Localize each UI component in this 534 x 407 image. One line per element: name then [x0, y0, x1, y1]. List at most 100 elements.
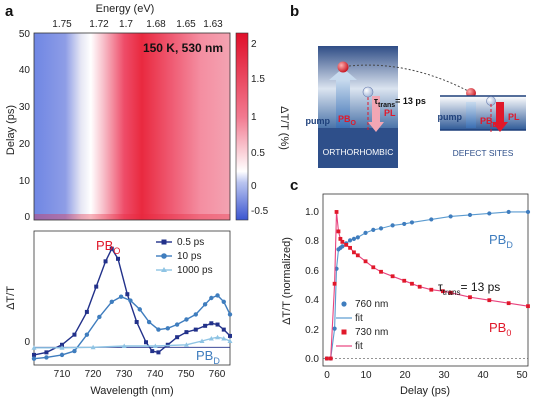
pl-arrow-left-head	[368, 122, 384, 132]
kinetics-point	[371, 227, 376, 232]
kinetics-ytick: 0.0	[305, 354, 319, 365]
pl-arrow-left	[372, 96, 380, 122]
kinetics-point	[324, 356, 329, 361]
kinetics-point	[417, 284, 422, 289]
wavelength-tick: 720	[85, 369, 102, 380]
pump-arrow-left-head	[329, 68, 357, 80]
energy-tick: 1.7	[119, 19, 133, 30]
spectrum-point	[208, 335, 214, 341]
spectrum-point	[209, 321, 214, 326]
kinetics-ytick: 1.0	[305, 207, 319, 218]
legend-marker-730nm	[341, 329, 347, 335]
kinetics-plot	[323, 209, 531, 361]
spectrum-point	[109, 299, 114, 304]
kinetics-point	[332, 326, 337, 331]
excited-carrier-icon	[337, 61, 349, 73]
spectrum-point	[184, 330, 189, 335]
kinetics-point	[468, 295, 472, 300]
kinetics-point	[363, 259, 368, 264]
kinetics-point	[336, 229, 341, 234]
kinetics-legend: 760 nm fit 730 nm fit	[336, 299, 388, 352]
kinetics-xtick: 30	[438, 370, 450, 381]
kinetics-ytick: 0.6	[305, 266, 319, 277]
kinetics-point	[467, 212, 473, 218]
spectrum-point	[174, 322, 180, 327]
spectrum-point	[118, 294, 124, 299]
spectrum-point	[165, 326, 170, 331]
kinetics-ylabel: ΔT/T (normalized)	[281, 237, 293, 325]
orthorhombic-label: ORTHORHOMBIC	[323, 147, 394, 157]
spectrum-point	[84, 309, 89, 314]
spectrum-point	[215, 322, 220, 327]
transfer-path	[348, 64, 473, 94]
heatmap-frame	[33, 32, 231, 221]
kinetics-point	[352, 250, 356, 255]
kinetics-point	[526, 304, 530, 309]
kinetics-point	[390, 223, 395, 228]
pl-label-left: PL	[384, 108, 396, 118]
legend-text-0.5ps: 0.5 ps	[177, 237, 204, 248]
colorbar-tick: 2	[251, 39, 257, 50]
spectrum-point	[94, 284, 99, 289]
kinetics-xlabel: Delay (ps)	[400, 385, 450, 397]
kinetics-point	[525, 209, 531, 215]
spectrum-point	[175, 335, 180, 340]
colorbar-tick: 0	[251, 181, 257, 192]
kinetics-point	[340, 239, 345, 244]
spectrum-point	[209, 295, 214, 301]
spectra-ylabel: ΔT/T	[5, 286, 17, 310]
spectrum-point	[215, 293, 220, 298]
pump-arrow-right	[466, 102, 476, 128]
kinetics-xtick: 0	[324, 370, 330, 381]
legend-text-fit-760: fit	[355, 313, 363, 324]
orthorhombic-base	[318, 128, 398, 168]
pl-arrow-right-head	[492, 122, 508, 132]
kinetics-point	[328, 356, 333, 361]
spectrum-point	[227, 338, 233, 343]
colorbar-tick: 0.5	[251, 148, 265, 159]
spectra-frame	[33, 230, 231, 366]
kinetics-point	[429, 287, 434, 292]
kinetics-xtick: 20	[399, 370, 411, 381]
spectrum-point	[90, 344, 96, 350]
spectrum-point	[103, 259, 108, 264]
spectrum-point	[203, 323, 208, 328]
legend-marker-0.5ps	[161, 239, 167, 245]
spectrum-point	[59, 345, 65, 350]
kinetics-frame	[322, 193, 529, 367]
spectrum-point	[202, 302, 208, 307]
kinetics-point	[351, 236, 357, 241]
delay-ticks: 0 10 20 30 40 50	[19, 29, 31, 223]
spectrum-point	[150, 349, 155, 354]
wavelength-tick: 730	[116, 369, 133, 380]
wavelength-tick: 740	[147, 369, 164, 380]
spectra-legend: 0.5 ps 10 ps 1000 ps	[156, 237, 213, 276]
delay-tick: 40	[19, 65, 31, 76]
delay-tick: 10	[19, 176, 31, 187]
kinetics-pbo-label: PB0	[489, 320, 511, 338]
delay-tick: 0	[24, 212, 30, 223]
spectrum-point	[193, 312, 198, 317]
spectrum-point	[31, 356, 37, 361]
kinetics-point	[340, 244, 345, 249]
spectrum-point	[72, 332, 77, 337]
spectrum-point	[165, 342, 170, 347]
spectrum-point	[44, 350, 49, 355]
kinetics-yticks: 0.0 0.2 0.4 0.6 0.8 1.0	[305, 207, 319, 365]
spectrum-point	[199, 338, 205, 343]
spectrum-point	[97, 314, 102, 320]
kinetics-point	[338, 236, 343, 241]
kinetics-point	[409, 220, 415, 225]
kinetics-tau-label: τtrans= 13 ps	[438, 280, 500, 297]
panel-label-b: b	[290, 3, 299, 20]
spectrum-point	[152, 343, 158, 349]
kinetics-ytick: 0.4	[305, 295, 319, 306]
hole-icon-left	[362, 86, 374, 98]
wavelength-tick: 750	[178, 369, 195, 380]
legend-text-fit-730: fit	[355, 341, 363, 352]
colorbar	[235, 32, 249, 221]
spectrum-point	[128, 298, 133, 303]
kinetics-xtick: 10	[360, 370, 372, 381]
spectrum-point	[125, 292, 130, 297]
